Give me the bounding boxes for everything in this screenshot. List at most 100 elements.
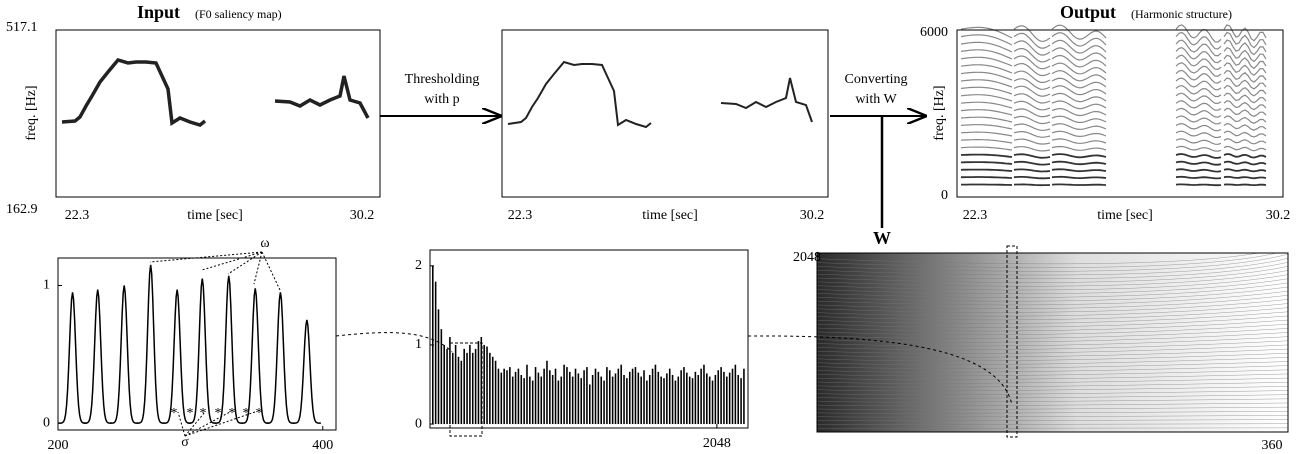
harmonic-line: [1051, 77, 1107, 89]
harmonic-line: [1175, 31, 1222, 50]
matrix-curve: [817, 340, 1288, 351]
bar: [457, 356, 460, 425]
matrix-curve: [817, 390, 1288, 395]
harmonic-line: [1051, 145, 1107, 151]
harmonic-line: [1013, 55, 1051, 70]
panel-frame: [501, 29, 829, 198]
y-tick-label: 0: [43, 415, 50, 430]
harmonic-line: [1175, 62, 1222, 77]
x-tick-label: 22.3: [65, 208, 90, 223]
matrix-curve: [817, 323, 1288, 336]
harmonic-line: [1175, 138, 1222, 145]
bar: [708, 376, 711, 425]
marker: *: [200, 406, 207, 421]
harmonic-line: [1051, 183, 1107, 186]
harmonic-line: [960, 94, 1013, 102]
bar: [554, 368, 557, 425]
harmonic-line: [1175, 84, 1222, 98]
bar: [503, 368, 505, 425]
matrix-curve: [817, 299, 1288, 313]
harmonic-line: [1223, 100, 1267, 111]
bar: [460, 360, 463, 425]
matrix-curve: [817, 352, 1288, 362]
bar: [706, 373, 708, 425]
bar: [517, 368, 520, 425]
matrix-curve: [817, 262, 1288, 280]
harmonic-line: [1013, 160, 1051, 166]
matrix-curve: [817, 303, 1288, 317]
harmonic-line: [1223, 160, 1267, 166]
harmonic-line: [1013, 85, 1051, 97]
harmonic-line: [1175, 153, 1222, 159]
bar: [560, 376, 563, 425]
bar: [454, 344, 457, 425]
bar: [726, 376, 728, 425]
harmonic-line: [1223, 54, 1267, 70]
harmonic-line: [1223, 39, 1267, 56]
harmonic-line: [960, 109, 1013, 116]
panel-subtitle: (F0 saliency map): [195, 7, 282, 21]
matrix-curve: [817, 336, 1288, 347]
bar: [491, 356, 494, 425]
bar: [446, 348, 448, 425]
harmonic-line: [1175, 175, 1222, 180]
bar: [506, 370, 508, 425]
bar: [571, 376, 574, 425]
bar: [574, 368, 577, 425]
bar: [594, 368, 597, 425]
harmonic-line: [960, 79, 1013, 88]
harmonic-line: [1175, 54, 1222, 71]
x-axis-label: time [sec]: [1097, 208, 1153, 223]
harmonic-line: [1051, 100, 1107, 110]
bar: [563, 364, 565, 425]
bar: [626, 378, 628, 425]
bar: [514, 371, 517, 425]
matrix-curve: [817, 365, 1288, 373]
connector: [747, 335, 1013, 406]
matrix-curve: [817, 398, 1288, 403]
harmonic-line: [960, 101, 1013, 109]
harmonic-line: [1013, 168, 1051, 173]
harmonic-line: [1013, 32, 1051, 49]
harmonic-line: [1175, 100, 1222, 111]
y-tick-label: 1: [43, 278, 50, 293]
harmonic-line: [1051, 168, 1107, 173]
bar: [646, 380, 648, 425]
bar: [566, 367, 568, 425]
bar: [691, 378, 694, 425]
matrix-curve: [817, 348, 1288, 358]
matrix-curve: [817, 319, 1288, 332]
matrix-curve: [817, 311, 1288, 324]
matrix-curve: [817, 411, 1288, 414]
bar: [631, 368, 634, 425]
harmonic-line: [1175, 183, 1222, 187]
harmonic-line: [1175, 24, 1222, 43]
bar: [466, 352, 468, 425]
peak: [214, 275, 243, 424]
peak: [58, 292, 87, 424]
harmonic-line: [960, 34, 1013, 46]
harmonic-line: [1223, 24, 1267, 42]
x-tick-label: 22.3: [508, 208, 533, 223]
matrix-curve: [817, 257, 1288, 276]
x-tick-label: 30.2: [1266, 208, 1291, 223]
harmonic-line: [1223, 153, 1267, 159]
harmonic-line: [1013, 115, 1051, 125]
bar: [617, 368, 620, 425]
harmonic-line: [960, 131, 1013, 137]
harmonic-line: [1223, 168, 1267, 173]
harmonic-line: [1223, 122, 1267, 131]
harmonic-line: [1013, 62, 1051, 77]
saliency-contour: [61, 57, 370, 127]
harmonic-line: [1013, 183, 1051, 187]
matrix-curve: [817, 270, 1288, 287]
bar: [737, 374, 740, 425]
harmonic-line: [1223, 46, 1267, 63]
harmonic-line: [1013, 123, 1051, 131]
harmonic-line: [1051, 138, 1107, 144]
y-tick-label: 6000: [920, 25, 948, 40]
bar: [486, 346, 488, 425]
bar: [474, 348, 477, 425]
matrix-curve: [817, 286, 1288, 302]
x-tick-label: 400: [312, 438, 333, 453]
